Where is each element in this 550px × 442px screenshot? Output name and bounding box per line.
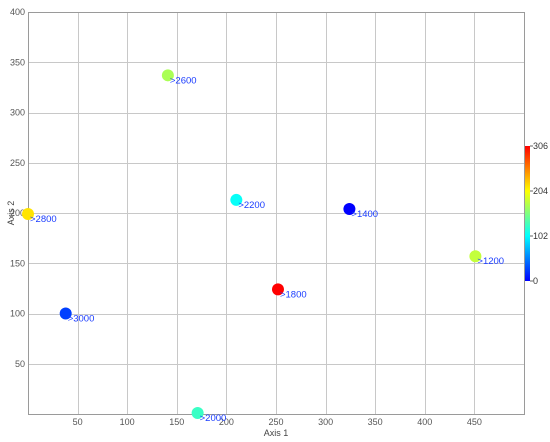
- y-tick-label: 350: [10, 57, 25, 67]
- y-tick-label: 400: [10, 7, 25, 17]
- x-tick-label: 300: [318, 417, 333, 427]
- data-point: [161, 69, 174, 82]
- x-tick-label: 450: [467, 417, 482, 427]
- point-label: >1200: [477, 256, 504, 267]
- axis-ticks: 50 100 150 200 250 300 350 400 450 50 100 150 200 250…: [10, 7, 482, 427]
- x-tick-label: 350: [368, 417, 383, 427]
- point-label: >2800: [30, 214, 57, 225]
- point-label: >2000: [200, 413, 227, 424]
- data-point: [230, 193, 243, 206]
- point-label: >3000: [68, 314, 95, 325]
- y-tick-label: 300: [10, 108, 25, 118]
- data-point: [191, 406, 204, 419]
- data-point: [469, 250, 482, 263]
- colorbar-tick-label: 102: [533, 231, 548, 241]
- x-tick-label: 250: [268, 417, 283, 427]
- x-tick-label: 100: [120, 417, 135, 427]
- point-label: >1400: [351, 209, 378, 220]
- data-point: [271, 283, 284, 296]
- data-point: [343, 202, 356, 215]
- data-points: >1400 >3000 >2200 >2000 >2600 >1200 >2800 >1800: [22, 69, 504, 424]
- point-label: >2600: [170, 75, 197, 86]
- colorbar-tick-label: 0: [533, 276, 538, 286]
- x-tick-label: 50: [73, 417, 83, 427]
- grid-lines: [28, 12, 524, 414]
- x-tick-label: 400: [417, 417, 432, 427]
- y-tick-label: 250: [10, 158, 25, 168]
- point-label: >1800: [280, 289, 307, 300]
- y-tick-label: 50: [15, 359, 25, 369]
- x-tick-label: 200: [219, 417, 234, 427]
- y-tick-label: 150: [10, 258, 25, 268]
- colorbar-tick-label: 306: [533, 141, 548, 151]
- x-axis-title: Axis 1: [264, 428, 289, 438]
- colorbar: [525, 146, 530, 281]
- colorbar-ticks: 0 102 204 306: [530, 141, 548, 286]
- y-tick-label: 200: [10, 208, 25, 218]
- colorbar-tick-label: 204: [533, 186, 548, 196]
- x-tick-label: 150: [169, 417, 184, 427]
- data-point: [22, 208, 34, 221]
- y-axis-title: Axis 2: [6, 201, 16, 226]
- data-point: [59, 307, 72, 320]
- y-tick-label: 100: [10, 309, 25, 319]
- point-label: >2200: [238, 200, 265, 211]
